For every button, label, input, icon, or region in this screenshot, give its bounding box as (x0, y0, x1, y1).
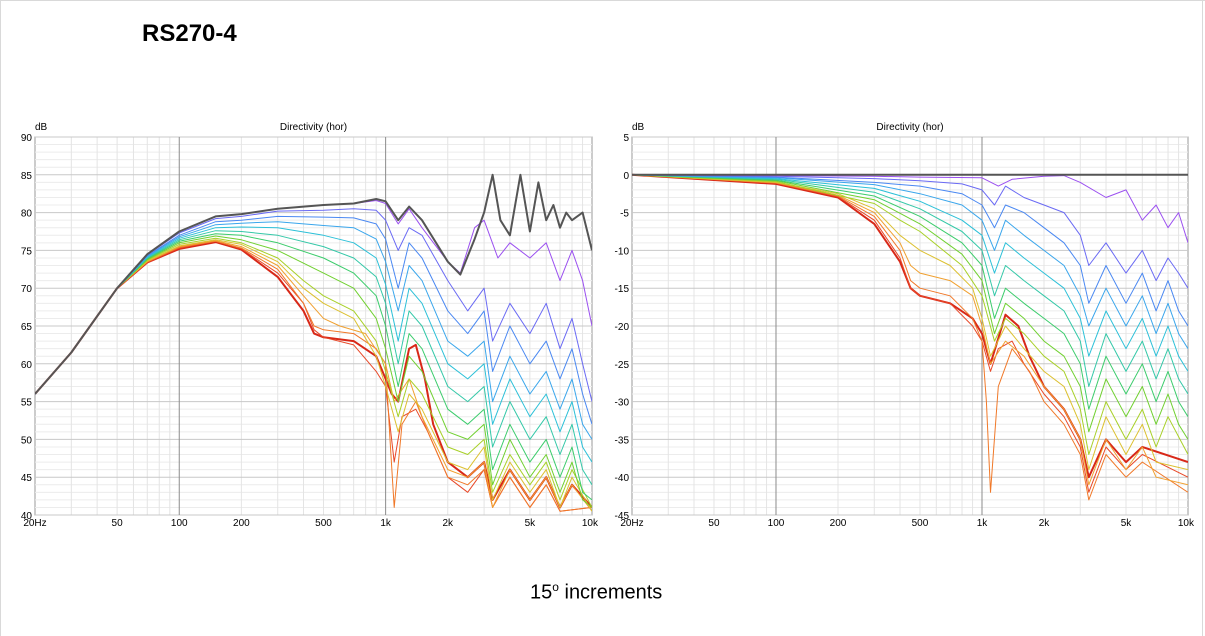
series-line (632, 174, 1188, 395)
series-line (35, 240, 592, 512)
x-tick-label: 500 (315, 518, 332, 529)
series-line (632, 174, 1188, 289)
y-tick-label: 55 (21, 398, 33, 409)
series-line (35, 230, 592, 486)
x-tick-label: 20Hz (23, 518, 46, 529)
x-tick-label: 100 (768, 518, 785, 529)
series-line (632, 174, 1188, 493)
y-tick-label: -10 (615, 246, 630, 257)
right-border (1202, 0, 1203, 636)
chart-title: Directivity (hor) (280, 122, 347, 133)
series-line (35, 233, 592, 501)
series-line (35, 173, 592, 395)
y-tick-label: 65 (21, 322, 33, 333)
y-tick-label: 5 (623, 133, 629, 144)
series-line (35, 208, 592, 402)
series-line (632, 174, 1188, 372)
top-border (0, 0, 1205, 1)
series-line (632, 174, 1188, 327)
x-tick-label: 1k (977, 518, 989, 529)
directivity-chart-absolute: 40 45 50 55 60 65 70 75 80 85 90 20Hz 50 100 200 500 1k 2… (21, 122, 599, 529)
caption-degree: o (552, 580, 559, 594)
y-tick-label: 90 (21, 133, 33, 144)
series-line (35, 239, 592, 512)
series-line (632, 174, 1188, 440)
series-line (35, 215, 592, 425)
x-tick-label: 500 (912, 518, 929, 529)
caption: 15o increments (530, 580, 662, 605)
left-border (0, 0, 1, 636)
x-tick-label: 2k (442, 518, 454, 529)
series-line (35, 235, 592, 508)
x-tick-label: 10k (1178, 518, 1195, 529)
y-tick-label: 60 (21, 360, 33, 371)
y-tick-label: -25 (615, 360, 630, 371)
y-tick-label: -30 (615, 398, 630, 409)
series-line (632, 174, 1188, 486)
series-line (35, 226, 592, 463)
x-tick-label: 200 (233, 518, 250, 529)
x-tick-label: 5k (525, 518, 537, 529)
x-tick-label: 50 (112, 518, 124, 529)
series-line (632, 174, 1188, 455)
series-line (35, 237, 592, 508)
y-tick-label: 70 (21, 284, 33, 295)
series-group (632, 173, 1188, 501)
series-line (632, 174, 1188, 471)
y-tick-label: -15 (615, 284, 630, 295)
y-tick-label: 0 (623, 171, 629, 182)
y-tick-label: 75 (21, 246, 33, 257)
y-tick-label: -40 (615, 473, 630, 484)
y-axis-label: dB (632, 122, 645, 133)
y-tick-label: 50 (21, 435, 33, 446)
directivity-chart-normalized: -45 -40 -35 -30 -25 -20 -15 -10 -5 0 5 20Hz 50 100 200… (615, 122, 1195, 529)
y-tick-label: 85 (21, 171, 33, 182)
caption-label: increments (558, 581, 663, 604)
x-tick-label: 1k (380, 518, 392, 529)
y-tick-label: -5 (620, 209, 629, 220)
series-line (632, 174, 1188, 501)
y-tick-label: -45 (615, 511, 630, 522)
y-tick-label: -20 (615, 322, 630, 333)
x-tick-label: 2k (1039, 518, 1051, 529)
caption-number: 15 (530, 581, 553, 604)
x-tick-label: 200 (830, 518, 847, 529)
page-title: RS270-4 (142, 20, 237, 47)
x-tick-label: 50 (708, 518, 720, 529)
series-line (632, 174, 1188, 349)
y-tick-label: 80 (21, 209, 33, 220)
y-tick-label: -35 (615, 435, 630, 446)
series-group (35, 173, 592, 512)
x-tick-label: 10k (582, 518, 599, 529)
chart-title: Directivity (hor) (876, 122, 943, 133)
series-line (35, 240, 592, 512)
x-tick-label: 20Hz (620, 518, 643, 529)
series-line (632, 174, 1188, 417)
x-tick-label: 5k (1121, 518, 1133, 529)
y-tick-label: 45 (21, 473, 33, 484)
y-axis-label: dB (35, 122, 48, 133)
x-tick-label: 100 (171, 518, 188, 529)
y-tick-label: 40 (21, 511, 33, 522)
series-line (35, 221, 592, 440)
series-line (632, 173, 1188, 479)
